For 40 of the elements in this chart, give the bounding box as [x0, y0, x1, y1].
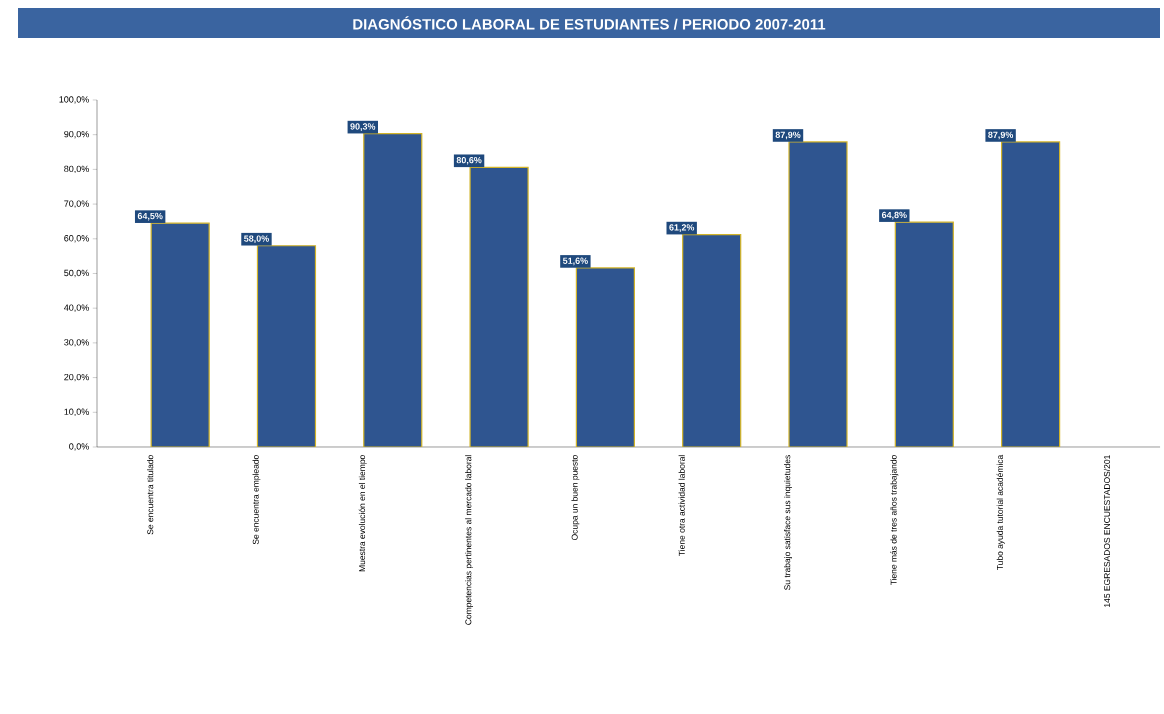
bar: [894, 221, 954, 447]
data-label: 58,0%: [244, 235, 269, 244]
x-tick-label: Tubo ayuda tutorial académica: [996, 454, 1005, 571]
y-tick-label: 40,0%: [64, 304, 89, 312]
y-tick-label: 80,0%: [64, 165, 89, 174]
y-tick-label: 50,0%: [64, 269, 89, 278]
x-tick-label: Tiene otra actividad laboral: [678, 455, 685, 556]
y-tick-label: 30,0%: [64, 339, 89, 347]
data-label: 64,8%: [881, 211, 907, 220]
bar: [1001, 141, 1061, 447]
bar: [788, 141, 848, 447]
y-tick-label: 70,0%: [64, 200, 89, 208]
bar: [363, 133, 423, 447]
bar: [469, 166, 529, 447]
x-tick-label: 145 EGRESADOS ENCUESTADOS/201: [1103, 455, 1111, 607]
x-tick-label: Tiene más de tres años trabajando: [890, 455, 899, 586]
y-tick-label: 10,0%: [64, 408, 89, 416]
data-label: 80,6%: [456, 156, 482, 165]
data-label: 51,6%: [562, 257, 588, 266]
y-tick-label: 0,0%: [69, 443, 89, 451]
x-tick-label: Se encuentra titulado: [147, 455, 154, 535]
x-tick-label: Muestra evolución en el tiempo: [358, 455, 367, 572]
x-tick-label: Competencias pertinentes al mercado laboral: [465, 455, 474, 625]
bar: [256, 245, 317, 447]
data-label: 90,3%: [350, 123, 376, 131]
y-tick-label: 20,0%: [64, 373, 89, 382]
data-label: 61,2%: [669, 224, 695, 232]
x-tick-label: Se encuentra empleado: [252, 455, 261, 545]
y-tick-label: 90,0%: [64, 130, 89, 139]
y-tick-label: 60,0%: [64, 235, 89, 243]
data-label: 87,9%: [988, 131, 1014, 140]
data-label: 87,9%: [775, 131, 801, 140]
bar: [150, 222, 210, 447]
x-tick-label: Ocupa un buen puesto: [571, 455, 580, 541]
data-label: 64,5%: [137, 212, 163, 221]
x-tick-label: Su trabajo satisface sus inquietudes: [784, 455, 792, 590]
chart-title: DIAGNÓSTICO LABORAL DE ESTUDIANTES / PERIODO 2007-2011: [353, 16, 826, 30]
y-tick-label: 100,0%: [59, 96, 89, 104]
bar: [575, 267, 635, 447]
bar: [682, 234, 742, 447]
